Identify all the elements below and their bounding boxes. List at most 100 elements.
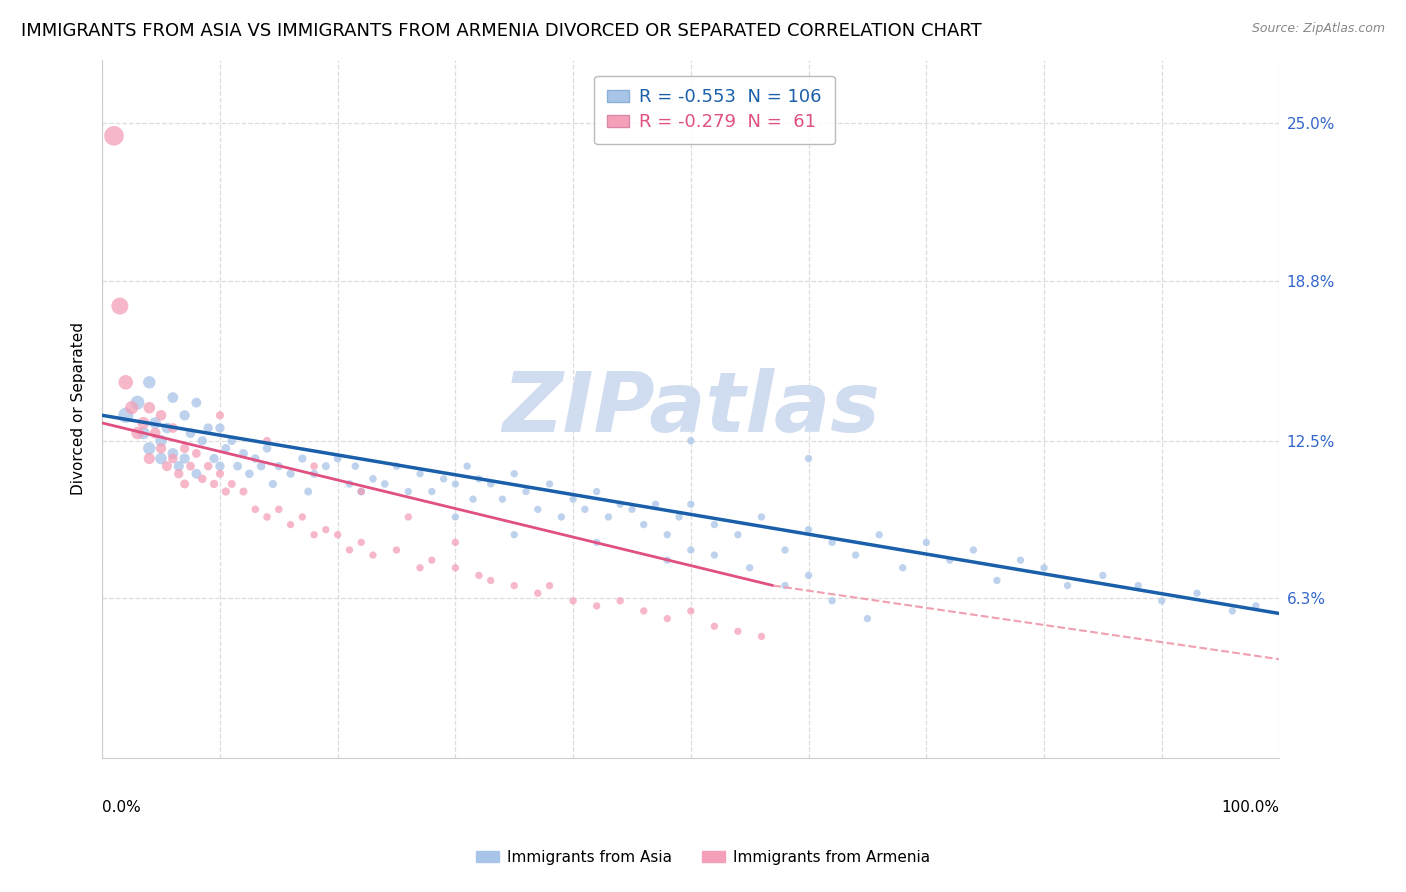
Point (503, 467, 526, 481)
Point (620, 502, 643, 516)
Point (138, 401, 160, 415)
Text: IMMIGRANTS FROM ASIA VS IMMIGRANTS FROM ARMENIA DIVORCED OR SEPARATED CORRELATIO: IMMIGRANTS FROM ASIA VS IMMIGRANTS FROM … (21, 22, 981, 40)
Point (215, 484, 238, 499)
Point (468, 568, 491, 582)
Point (668, 510, 690, 524)
Legend: R = -0.553  N = 106, R = -0.279  N =  61: R = -0.553 N = 106, R = -0.279 N = 61 (595, 76, 835, 145)
Point (550, 510, 572, 524)
Point (150, 409, 173, 423)
Point (167, 459, 190, 474)
Text: 100.0%: 100.0% (1222, 800, 1279, 815)
Point (385, 543, 408, 558)
Point (598, 510, 620, 524)
Point (1185, 586, 1208, 600)
Point (609, 594, 631, 608)
Point (444, 561, 467, 575)
Point (191, 472, 214, 486)
Point (150, 442, 173, 456)
Point (173, 451, 195, 466)
Point (374, 477, 396, 491)
Point (202, 451, 225, 466)
Point (350, 484, 373, 499)
Point (221, 477, 243, 491)
Point (103, 128, 125, 143)
Point (256, 510, 278, 524)
Point (444, 510, 467, 524)
Point (291, 451, 314, 466)
Point (585, 599, 607, 613)
Point (751, 629, 773, 643)
Point (633, 604, 655, 618)
Point (138, 376, 160, 390)
Point (344, 459, 367, 474)
Point (1091, 568, 1114, 582)
Point (538, 578, 561, 592)
Point (773, 543, 796, 558)
Point (245, 502, 267, 516)
Point (409, 467, 432, 481)
Point (361, 548, 384, 562)
Point (280, 467, 302, 481)
Point (156, 459, 179, 474)
Point (1056, 578, 1078, 592)
Point (468, 472, 491, 486)
Point (173, 477, 195, 491)
Point (132, 426, 155, 441)
Point (1220, 604, 1243, 618)
Point (845, 548, 868, 562)
Point (143, 426, 166, 441)
Point (215, 442, 238, 456)
Point (727, 624, 749, 639)
Point (773, 578, 796, 592)
Point (821, 535, 844, 549)
Point (150, 434, 173, 448)
Point (433, 472, 456, 486)
Point (162, 391, 184, 405)
Point (679, 434, 702, 448)
Text: ZIPatlas: ZIPatlas (502, 368, 880, 450)
Point (503, 527, 526, 541)
Point (302, 459, 325, 474)
Point (162, 451, 184, 466)
Point (562, 492, 585, 507)
Point (361, 472, 384, 486)
Point (679, 604, 702, 618)
Point (114, 376, 136, 390)
Point (197, 421, 219, 435)
Point (262, 477, 284, 491)
Point (121, 401, 143, 415)
Point (962, 543, 984, 558)
Point (526, 502, 548, 516)
Point (1010, 553, 1032, 567)
Point (409, 561, 432, 575)
Point (208, 459, 231, 474)
Point (108, 299, 131, 313)
Point (644, 497, 666, 511)
Point (738, 561, 761, 575)
Point (868, 527, 890, 541)
Point (456, 459, 478, 474)
Point (138, 442, 160, 456)
Point (173, 409, 195, 423)
Point (562, 594, 585, 608)
Point (297, 484, 319, 499)
Text: 0.0%: 0.0% (103, 800, 141, 815)
Point (727, 527, 749, 541)
Point (915, 535, 938, 549)
Point (245, 451, 267, 466)
Point (173, 442, 195, 456)
Point (256, 434, 278, 448)
Point (339, 477, 361, 491)
Point (574, 502, 596, 516)
Point (238, 467, 260, 481)
Point (797, 451, 820, 466)
Point (326, 527, 349, 541)
Point (179, 426, 201, 441)
Point (891, 561, 914, 575)
Point (420, 553, 443, 567)
Point (221, 434, 243, 448)
Point (267, 502, 290, 516)
Point (657, 611, 679, 625)
Point (143, 416, 166, 430)
Point (267, 459, 290, 474)
